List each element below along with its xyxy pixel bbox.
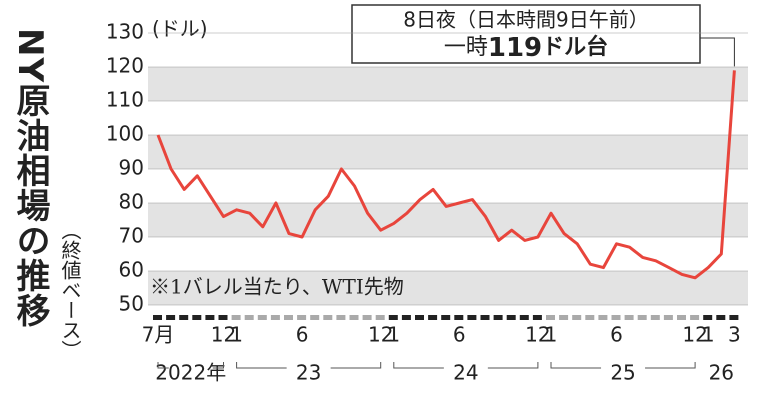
y-tick-label: 130 [106,20,144,44]
axis-strip [637,315,647,320]
axis-strip [231,315,241,320]
axis-strip [493,315,503,320]
y-tick-label: 100 [106,122,144,146]
axis-strip [467,315,477,320]
grid-band [148,203,748,237]
annotation-value: 119 [488,33,542,63]
year-label: 25 [610,361,635,385]
axis-strip [428,315,438,320]
grid-band [148,271,748,305]
axis-strip [585,315,595,320]
x-tick-label: 1 [545,323,558,347]
annotation-text: ドル台 [542,34,608,60]
note: ※1バレル当たり、WTI先物 [150,275,404,299]
axis-strip [559,315,569,320]
year-bracket [393,362,539,369]
x-tick-label: 6 [610,323,623,347]
axis-strip [441,315,451,320]
y-tick-label: 70 [119,224,144,248]
axis-strip [218,315,228,320]
axis-strip [663,315,673,320]
year-bracket [157,362,224,369]
axis-strip [519,315,529,320]
axis-strip [624,315,634,320]
y-tick-label: 80 [119,190,144,214]
axis-strip [546,315,555,320]
annotation-line1: 8日夜（日本時間9日午前） [403,8,648,32]
y-tick-label: 120 [106,54,144,78]
axis-strip [297,315,307,320]
x-tick-label: 7月 [142,323,175,347]
grid-band [148,135,748,169]
annotation-leader [700,37,735,67]
year-label: 23 [296,361,321,385]
axis-strip [192,315,202,320]
axis-strip [270,315,280,320]
axis-strip [650,315,660,320]
axis-strip [690,315,700,320]
axis-strip [284,315,293,320]
x-tick-label: 3 [728,323,741,347]
axis-strip [703,315,713,320]
x-tick-label: 1 [387,323,400,347]
axis-strip [401,315,411,320]
axis-strip [532,315,542,320]
x-tick-label: 1 [230,323,243,347]
axis-strip [179,315,189,320]
y-tick-label: 110 [106,88,144,112]
chart-subtitle: （終値ベース） [58,220,82,360]
y-tick-label: 50 [119,292,144,316]
axis-strip [310,315,320,320]
annotation-line2: 一時119ドル台 [444,33,608,63]
x-tick-label: 12 [368,323,393,347]
axis-strip [375,315,385,320]
axis-strip [480,315,490,320]
x-tick-label: 12 [682,323,707,347]
axis-strip [362,315,372,320]
year-bracket [550,362,696,369]
y-tick-label: 90 [119,156,144,180]
year-label: 24 [453,361,478,385]
x-tick-label: 6 [296,323,309,347]
y-tick-label: 60 [119,258,144,282]
axis-strip [205,315,215,320]
axis-strip [349,315,359,320]
year-label: 2022年 [155,361,226,385]
y-unit: (ドル) [152,17,208,41]
axis-strip [572,315,582,320]
axis-strip [166,315,176,320]
axis-strip [611,315,621,320]
grid-band [148,67,748,101]
annotation-text: 一時 [444,35,488,60]
axis-strip [323,315,333,320]
axis-strip [388,315,398,320]
axis-strip [336,315,346,320]
year-label: 26 [709,361,734,385]
annotation-box [351,4,701,64]
price-line [156,70,736,280]
x-tick-label: 6 [453,323,466,347]
axis-strip [415,315,424,320]
axis-strip [454,315,464,320]
x-tick-label: 1 [702,323,715,347]
year-bracket [236,362,382,369]
axis-strip [729,315,739,320]
chart-title: NY原油相場の推移 [10,28,50,329]
axis-strip [244,315,254,320]
x-tick-label: 12 [211,323,236,347]
axis-strip [716,315,726,320]
axis-strip [677,315,686,320]
axis-strip [598,315,608,320]
axis-strip [153,315,162,320]
axis-strip [506,315,516,320]
x-tick-label: 12 [525,323,550,347]
axis-strip [257,315,267,320]
